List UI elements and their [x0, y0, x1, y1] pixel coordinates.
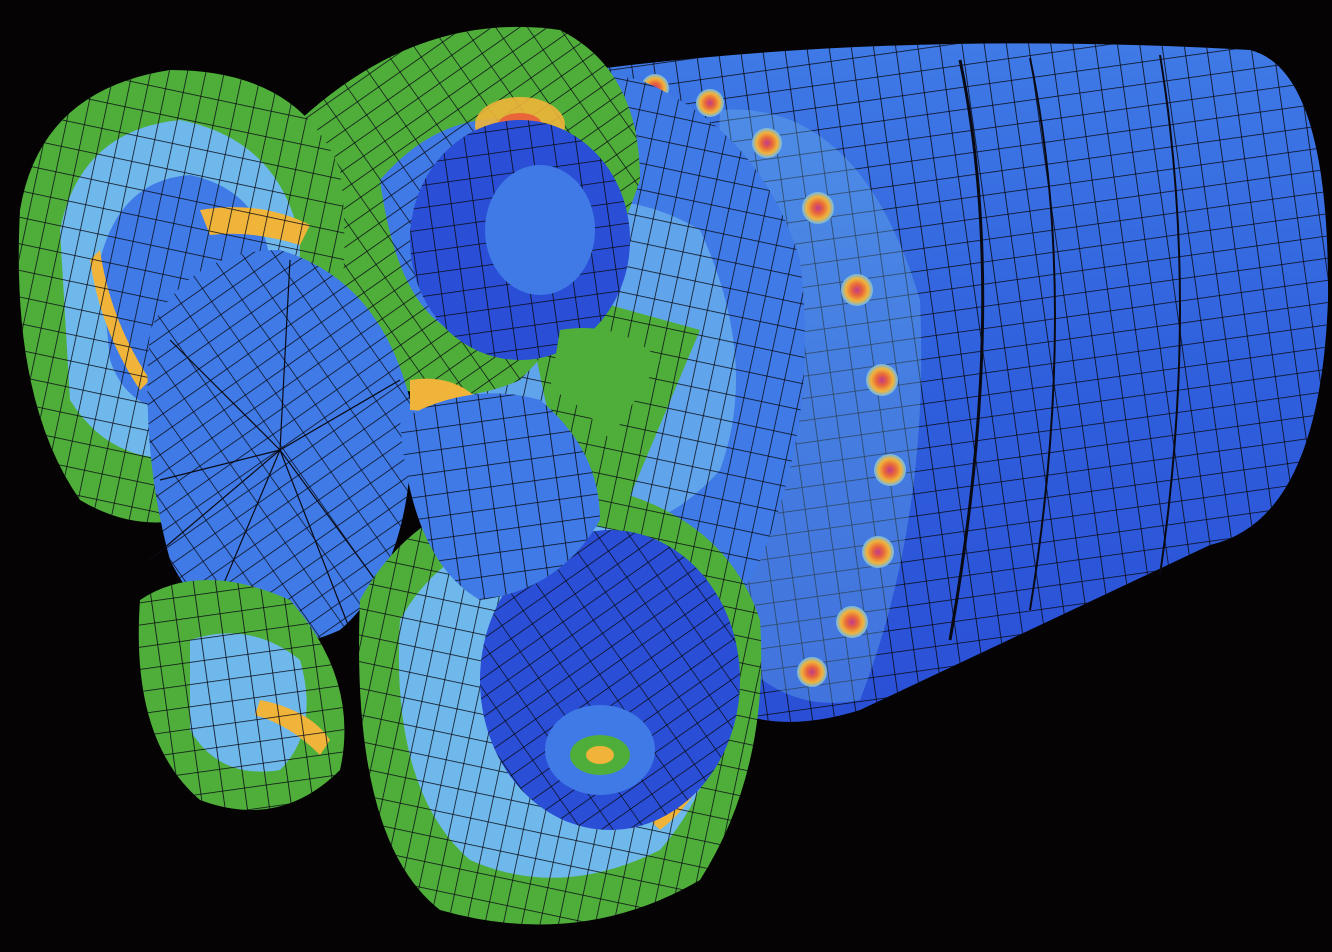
bolt-hole [866, 364, 898, 396]
bolt-hole [696, 89, 724, 117]
lower-bore [480, 530, 740, 830]
bolt-hole [836, 606, 868, 638]
bolt-hole [752, 128, 782, 158]
bolt-hole [802, 192, 834, 224]
center-spider [147, 250, 500, 645]
bolt-hole [797, 657, 827, 687]
bolt-hole [841, 274, 873, 306]
lower-left-lug [138, 580, 345, 810]
bolt-hole [862, 536, 894, 568]
middle-strut [400, 328, 660, 600]
upper-bore [410, 120, 630, 360]
bolt-hole [874, 454, 906, 486]
